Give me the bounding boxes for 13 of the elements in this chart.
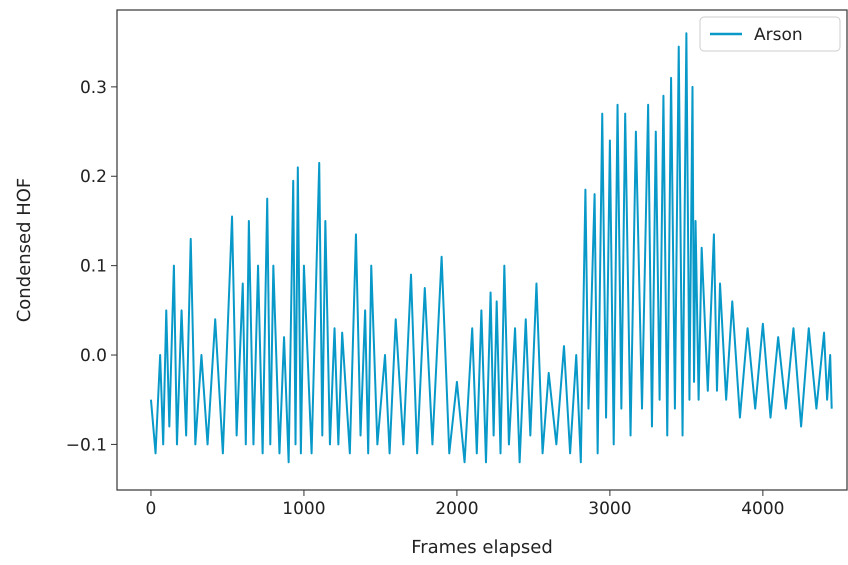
x-axis-title: Frames elapsed (411, 537, 553, 558)
x-tick-label: 1000 (282, 499, 326, 519)
legend-label: Arson (754, 24, 803, 45)
x-tick-label: 3000 (588, 499, 632, 519)
x-tick-label: 4000 (741, 499, 784, 519)
y-tick-label: 0.0 (80, 346, 107, 366)
x-tick-label: 0 (146, 499, 156, 519)
y-tick-label: 0.3 (80, 78, 107, 98)
y-tick-label: 0.2 (80, 167, 107, 188)
y-tick-label: 0.1 (80, 256, 107, 277)
x-tick-label: 2000 (435, 499, 479, 519)
y-axis-title: Condensed HOF (14, 178, 35, 322)
y-tick-label: −0.1 (66, 435, 107, 456)
